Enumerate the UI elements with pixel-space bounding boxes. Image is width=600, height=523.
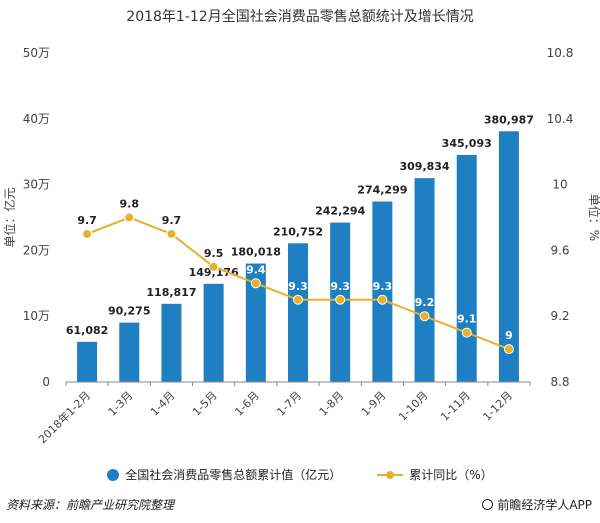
- right-axis-tick-label: 9.6: [550, 243, 569, 257]
- x-axis-tick-label: 1-7月: [274, 389, 304, 419]
- line-value-label: 9.3: [288, 280, 308, 293]
- line-value-label: 9.4: [246, 263, 266, 276]
- bar: [203, 283, 224, 382]
- bar: [372, 201, 393, 382]
- right-axis-label: 单位：%: [587, 194, 600, 241]
- line-value-label: 9.3: [330, 280, 350, 293]
- left-axis-tick-label: 10万: [23, 309, 50, 323]
- line-series: 9.7 9.8 9.7 9.5 9.4 9.3 9.3 9.3 9.2 9.1 9: [77, 198, 514, 355]
- left-axis-tick-label: 40万: [23, 112, 50, 126]
- left-axis-tick-label: 30万: [23, 178, 50, 192]
- bar-value-label: 180,018: [231, 246, 281, 259]
- bar-value-label: 242,294: [315, 205, 365, 218]
- x-axis-tick-label: 1-9月: [359, 389, 389, 419]
- bar: [245, 263, 266, 382]
- line-point: [461, 327, 472, 338]
- line-value-label: 9.8: [120, 198, 140, 211]
- legend: 全国社会消费品零售总额累计值（亿元） 累计同比（%）: [0, 466, 600, 483]
- line-point: [124, 212, 135, 223]
- bar-value-label: 90,275: [108, 305, 150, 318]
- right-axis-tick-label: 9.2: [550, 309, 569, 323]
- legend-bar-swatch: [107, 468, 120, 481]
- bar-value-label: 309,834: [399, 160, 449, 173]
- x-axis-tick-label: 1-8月: [317, 389, 347, 419]
- line-point: [208, 261, 219, 272]
- bar: [456, 154, 477, 382]
- right-axis-tick-label: 8.8: [550, 375, 569, 389]
- bar-value-label: 345,093: [442, 137, 492, 150]
- line-point: [335, 294, 346, 305]
- x-axis-tick-label: 1-6月: [232, 389, 262, 419]
- line-value-label: 9.3: [373, 280, 393, 293]
- legend-line-label: 累计同比（%）: [409, 468, 493, 482]
- right-axis-tick-label: 10.4: [547, 112, 574, 126]
- line-point: [377, 294, 388, 305]
- brand-credit: 前瞻经济学人APP: [482, 496, 592, 513]
- x-axis: 2018年1-2月 1-3月 1-4月 1-5月 1-6月 1-7月 1-8月 1-9月 1-1…: [35, 381, 531, 446]
- x-axis-tick-label: 1-10月: [396, 389, 431, 424]
- line-point: [419, 311, 430, 322]
- chart-title: 2018年1-12月全国社会消费品零售总额统计及增长情况: [126, 9, 474, 25]
- bar-value-label: 210,752: [273, 225, 323, 238]
- line-point: [293, 294, 303, 305]
- right-axis: 8.8 9.2 9.6 10 10.4 10.8 单位：%: [547, 46, 600, 389]
- right-axis-tick-label: 10: [552, 178, 567, 192]
- bar: [288, 243, 308, 382]
- bar: [77, 341, 98, 382]
- legend-line-swatch: [377, 469, 404, 481]
- line-value-label: 9: [505, 329, 513, 342]
- left-axis-tick-label: 0: [42, 375, 50, 389]
- line-value-label: 9.1: [457, 313, 477, 326]
- brand-logo-icon: [482, 499, 494, 510]
- bar: [119, 322, 140, 382]
- legend-bar-label: 全国社会消费品零售总额累计值（亿元）: [125, 468, 342, 482]
- line-point: [166, 228, 177, 239]
- legend-item-line: 累计同比（%）: [377, 466, 493, 483]
- x-axis-tick-label: 1-11月: [438, 389, 473, 424]
- x-axis-tick-label: 1-3月: [106, 389, 136, 419]
- left-axis-label: 单位：亿元: [2, 187, 17, 247]
- brand-name: 前瞻经济学人APP: [497, 498, 592, 512]
- left-axis-tick-label: 50万: [23, 46, 50, 60]
- x-axis-tick-label: 1-5月: [190, 389, 220, 419]
- bar: [498, 131, 519, 382]
- right-axis-tick-label: 10.8: [547, 46, 574, 60]
- bar-value-label: 118,817: [146, 286, 196, 299]
- x-axis-tick-label: 2018年1-2月: [35, 388, 93, 446]
- bar-value-label: 149,176: [189, 266, 239, 279]
- source-note: 资料来源：前瞻产业研究院整理: [6, 498, 175, 512]
- legend-item-bar: 全国社会消费品零售总额累计值（亿元）: [107, 466, 341, 483]
- bar-value-label: 274,299: [357, 184, 407, 197]
- line-value-label: 9.7: [162, 214, 182, 227]
- line-point: [503, 344, 514, 355]
- line-point: [250, 278, 261, 289]
- x-axis-tick-label: 1-12月: [480, 389, 515, 424]
- bar: [414, 178, 435, 382]
- bar-value-label: 61,082: [66, 324, 108, 337]
- left-axis-tick-label: 20万: [23, 243, 50, 257]
- line-value-label: 9.7: [77, 214, 97, 227]
- line-value-label: 9.5: [204, 247, 224, 260]
- line-value-label: 9.2: [415, 296, 435, 309]
- x-axis-tick-label: 1-4月: [148, 389, 178, 419]
- bar-value-label: 380,987: [484, 113, 534, 126]
- line-point: [82, 228, 93, 239]
- bar: [161, 303, 182, 382]
